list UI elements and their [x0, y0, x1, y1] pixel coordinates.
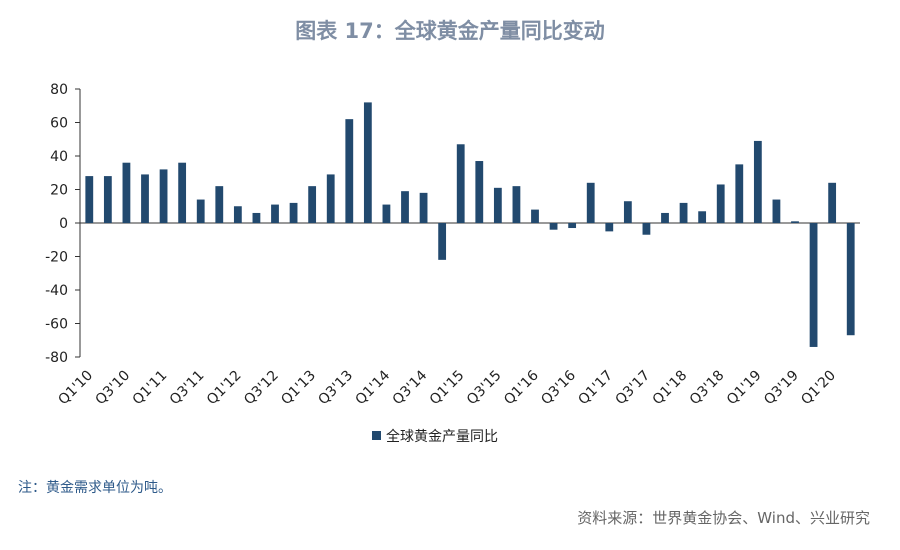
bar: [791, 221, 799, 223]
bar: [661, 212, 669, 223]
bar: [698, 211, 707, 223]
bar: [679, 202, 688, 223]
bar: [512, 186, 521, 223]
bar: [233, 206, 242, 223]
y-tick-label: -60: [45, 317, 68, 333]
x-tick-label: Q3'12: [241, 368, 282, 409]
x-tick-label: Q3'15: [464, 368, 505, 409]
bar: [363, 102, 372, 223]
bar: [252, 212, 261, 223]
y-tick-label: 60: [50, 116, 68, 132]
y-tick-label: 80: [50, 82, 68, 98]
bar: [159, 169, 168, 223]
x-tick-label: Q1'11: [130, 368, 171, 409]
bar: [809, 223, 818, 347]
x-tick-label: Q3'14: [390, 367, 431, 408]
bar: [828, 182, 837, 223]
bar: [475, 161, 484, 223]
bar: [122, 162, 131, 223]
bar: [772, 199, 781, 223]
bar: [493, 187, 502, 223]
y-tick-label: 0: [59, 216, 68, 232]
bar: [271, 204, 279, 223]
x-tick-label: Q3'11: [167, 368, 208, 409]
bar: [419, 192, 428, 223]
bar: [326, 174, 335, 223]
y-tick-label: 20: [50, 183, 68, 199]
bar: [103, 176, 112, 223]
y-tick-label: -80: [45, 350, 68, 366]
legend-swatch: [372, 431, 381, 440]
bar: [345, 119, 354, 223]
bar: [846, 223, 855, 336]
bar: [735, 164, 744, 223]
bar: [401, 191, 409, 223]
source: 资料来源：世界黄金协会、Wind、兴业研究: [577, 509, 870, 527]
bar: [549, 223, 558, 230]
bar: [196, 199, 205, 223]
x-tick-label: Q1'17: [575, 368, 616, 409]
bar: [289, 202, 298, 223]
chart-title: 图表 17：全球黄金产量同比变动: [295, 19, 605, 43]
x-tick-label: Q3'17: [613, 368, 654, 409]
bar: [141, 174, 149, 223]
bar: [382, 204, 391, 223]
x-tick-label: Q1'20: [798, 368, 839, 409]
x-tick-label: Q1'19: [724, 368, 765, 409]
note: 注：黄金需求单位为吨。: [18, 479, 172, 496]
legend-label: 全球黄金产量同比: [386, 428, 498, 445]
bar: [623, 201, 632, 223]
bar: [753, 140, 762, 223]
bar: [531, 209, 539, 223]
bar: [456, 144, 465, 223]
x-tick-label: Q3'16: [538, 367, 579, 408]
bar: [605, 223, 614, 232]
y-tick-label: -20: [45, 250, 68, 266]
bar: [586, 182, 595, 223]
x-tick-label: Q1'18: [650, 368, 691, 409]
bar: [568, 223, 577, 229]
x-tick-label: Q3'13: [315, 368, 356, 409]
y-tick-label: 40: [50, 149, 68, 165]
x-tick-label: Q1'16: [501, 367, 542, 408]
x-tick-label: Q1'13: [278, 368, 319, 409]
x-tick-label: Q1'15: [427, 368, 468, 409]
x-tick-label: Q1'10: [55, 368, 96, 409]
bar: [178, 162, 187, 223]
bar: [308, 186, 317, 223]
x-tick-label: Q1'12: [204, 368, 245, 409]
bar: [438, 223, 447, 260]
x-tick-label: Q3'18: [687, 368, 728, 409]
y-tick-label: -40: [45, 283, 68, 299]
x-tick-label: Q1'14: [353, 367, 394, 408]
bar: [215, 186, 224, 223]
x-tick-label: Q3'10: [93, 368, 134, 409]
x-tick-label: Q3'19: [761, 368, 802, 409]
bar: [85, 176, 94, 223]
bar: [642, 223, 651, 235]
bar: [716, 184, 725, 223]
